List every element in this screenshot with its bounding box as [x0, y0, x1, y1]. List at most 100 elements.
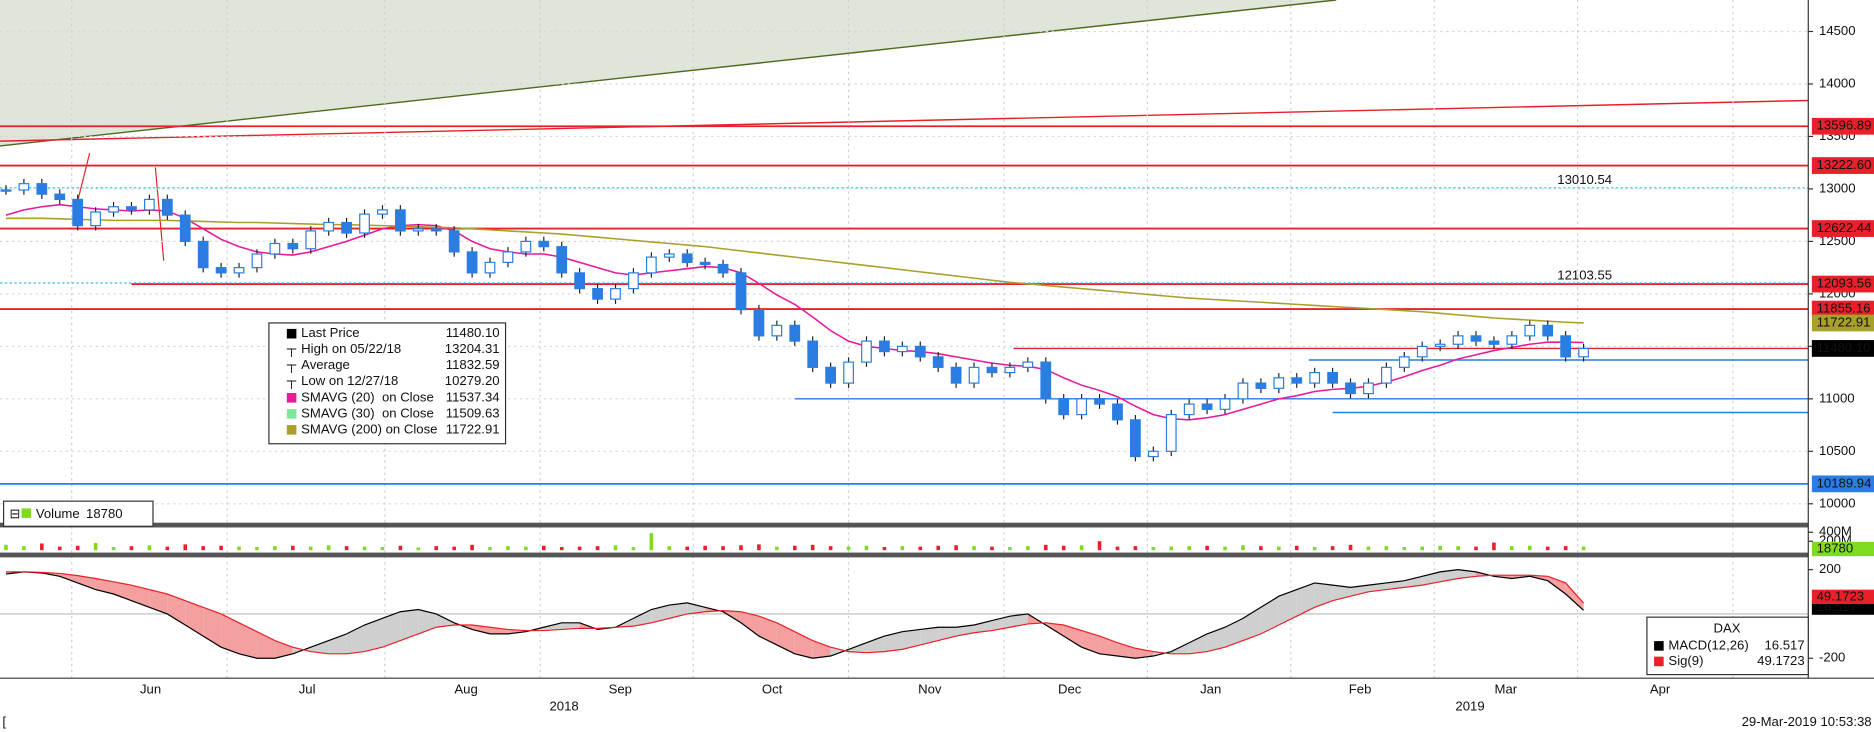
candle-body [179, 214, 191, 242]
macd-fill [400, 609, 419, 641]
candle-body [1578, 347, 1589, 358]
macd-fill [561, 622, 580, 630]
volume-bar [1420, 546, 1425, 551]
legend-swatch [286, 328, 297, 339]
macd-fill [1242, 607, 1261, 641]
candle-body [932, 356, 944, 368]
legend-label: Last Price [301, 325, 359, 340]
volume-bar [93, 543, 98, 551]
legend-icon: ┬ [286, 373, 297, 390]
candle-body [986, 366, 998, 374]
volume-bar [147, 545, 152, 551]
volume-bar [631, 547, 636, 551]
macd-line [5, 571, 1585, 655]
volume-bar [524, 546, 528, 551]
candle-body [592, 288, 603, 300]
legend-value: 13204.31 [445, 341, 500, 356]
y-tick-label: -200 [1819, 650, 1845, 665]
macd-fill [149, 589, 168, 614]
year-label: 2018 [550, 698, 579, 713]
volume-bar [201, 546, 205, 551]
volume-bar [1061, 545, 1066, 551]
level-label: 10189.94 [1817, 475, 1872, 490]
legend-value: 11480.10 [446, 325, 500, 340]
macd-legend-swatch [1654, 641, 1664, 651]
volume-bar [1277, 546, 1281, 551]
candle-body [484, 261, 496, 274]
candle-body [197, 240, 209, 269]
candle-body [359, 213, 370, 234]
candle-body [1058, 398, 1070, 416]
candle-body [1560, 335, 1572, 358]
legend-label: Average [301, 357, 350, 372]
macd-fill [382, 611, 401, 648]
volume-bar [1097, 541, 1102, 551]
macd-fill [418, 609, 437, 634]
candle-body [341, 221, 352, 234]
level-tag [1811, 340, 1874, 357]
candle-body [717, 263, 729, 274]
volume-bar [1079, 545, 1084, 551]
macd-fill [167, 594, 186, 626]
candle-body [305, 230, 317, 250]
volume-bar [1043, 544, 1048, 551]
candle-body [466, 251, 478, 274]
candle-body [574, 272, 586, 290]
macd-fill [902, 629, 921, 650]
candle-body [1452, 335, 1464, 345]
volume-bar [542, 545, 546, 551]
legend-value: 11537.34 [446, 389, 500, 404]
macd-fill [848, 642, 867, 653]
volume-bar [559, 547, 564, 551]
y-tick-label: 13000 [1819, 180, 1856, 195]
level-label: 12093.56 [1817, 276, 1872, 291]
volume-tag [1811, 541, 1874, 557]
volume-bar [219, 545, 223, 551]
candle-body [520, 240, 532, 253]
volume-bar [846, 546, 851, 551]
candle-body [1004, 366, 1016, 374]
x-tick-label: Dec [1058, 682, 1082, 697]
moving-average [5, 203, 1584, 421]
candle-body [699, 261, 711, 266]
candle-body [735, 272, 747, 311]
level-tag [1811, 300, 1874, 318]
legend-label: SMAVG (30) on Close [301, 405, 434, 420]
macd-fill [1009, 613, 1028, 628]
candle-body [1291, 377, 1303, 384]
arrow [154, 167, 165, 261]
candle-body [36, 183, 48, 195]
candle-body [1255, 382, 1267, 389]
macd-legend-name: MACD(12,26) [1668, 637, 1748, 652]
candle-body [126, 206, 137, 211]
volume-bar [1205, 545, 1209, 551]
macd-fill [1063, 625, 1082, 648]
candle-body [1147, 450, 1159, 458]
legend-swatch [286, 425, 297, 435]
macd-tag [1811, 600, 1874, 615]
x-tick-label: Jan [1200, 682, 1221, 697]
candle-body [394, 209, 406, 232]
macd-fill [1260, 596, 1279, 634]
candle-body [1040, 361, 1052, 400]
macd-fill [436, 613, 455, 628]
candle-body [1165, 413, 1177, 452]
volume-bar [255, 547, 259, 551]
volume-bar [183, 544, 188, 551]
candle-body [161, 198, 173, 216]
candle-body [789, 324, 801, 342]
macd-legend-name: Sig(9) [1668, 653, 1703, 668]
macd-fill [274, 640, 293, 659]
candle-body [0, 189, 12, 192]
volume-bar [828, 546, 833, 551]
candle-body [1219, 398, 1231, 410]
volume-bar [434, 546, 439, 551]
macd-tag [1811, 589, 1874, 605]
level-tag [1811, 220, 1874, 237]
candle-body [843, 361, 854, 384]
candle-body [412, 228, 424, 232]
legend-value: 11509.63 [446, 405, 500, 420]
level-tag [1811, 275, 1874, 293]
macd-fill [1547, 576, 1566, 595]
